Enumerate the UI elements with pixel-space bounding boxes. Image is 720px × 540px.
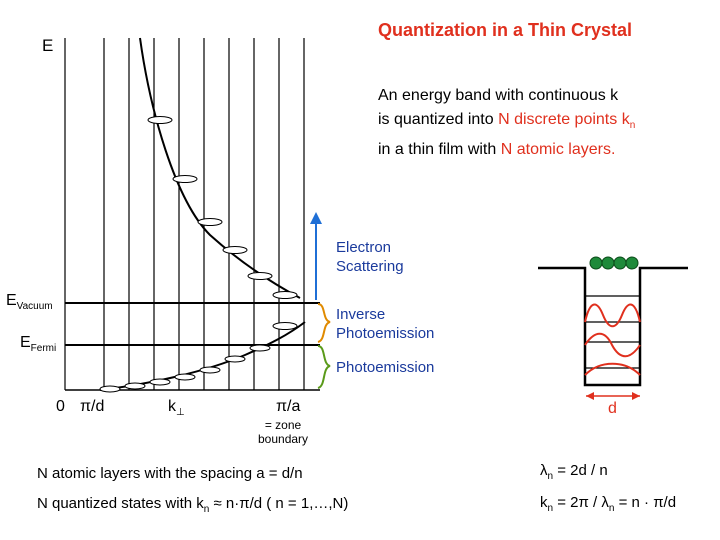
quantized-states-equation: N quantized states with kn ≈ n·π/d ( n =… [37, 495, 349, 515]
inverse-photoemission-bracket [317, 303, 331, 343]
description-line-2: is quantized into N discrete points kn [378, 111, 636, 132]
description-line-3: in a thin film with N atomic layers. [378, 141, 616, 159]
wavefunction-1 [584, 362, 641, 376]
wavefunction-3 [584, 303, 641, 328]
photoemission-bracket [317, 345, 331, 389]
k-grid-lines [64, 38, 305, 390]
page-title: Quantization in a Thin Crystal [378, 20, 633, 40]
k-zero-label: 0 [56, 398, 65, 415]
spacing-equation: N atomic layers with the spacing a = d/n [37, 465, 303, 482]
vacuum-level-label: EVacuum [6, 292, 53, 313]
atom-layer [589, 256, 639, 270]
lower-band-curve [99, 321, 306, 391]
inverse-photoemission-label: Inverse Photoemission [336, 306, 435, 342]
quantum-well [538, 256, 688, 400]
description-line-1: An energy band with continuous k [378, 87, 619, 104]
lower-band-points [99, 322, 298, 393]
electron-scattering-label: Electron Scattering [336, 239, 404, 275]
k-pi-over-d-label: π/d [80, 398, 105, 415]
fermi-level-label: EFermi [20, 334, 57, 355]
wavevector-equation: kn = 2π / λn = n · π/d [540, 494, 677, 514]
upper-band-curve [139, 37, 301, 299]
zone-boundary-label: = zone boundary [258, 418, 309, 446]
electron-scattering-arrow [310, 212, 322, 300]
photoemission-label: Photoemission [336, 359, 435, 376]
well-width-label: d [608, 400, 617, 417]
wavefunction-2 [584, 332, 641, 358]
k-pi-over-a-label: π/a [276, 398, 301, 415]
k-perp-label: k⊥ [168, 398, 185, 419]
description-block: An energy band with continuous k is quan… [378, 84, 635, 162]
wavelength-equation: λn = 2d / n [540, 462, 608, 482]
energy-axis-label: E [42, 36, 54, 55]
upper-band-points [147, 116, 298, 299]
